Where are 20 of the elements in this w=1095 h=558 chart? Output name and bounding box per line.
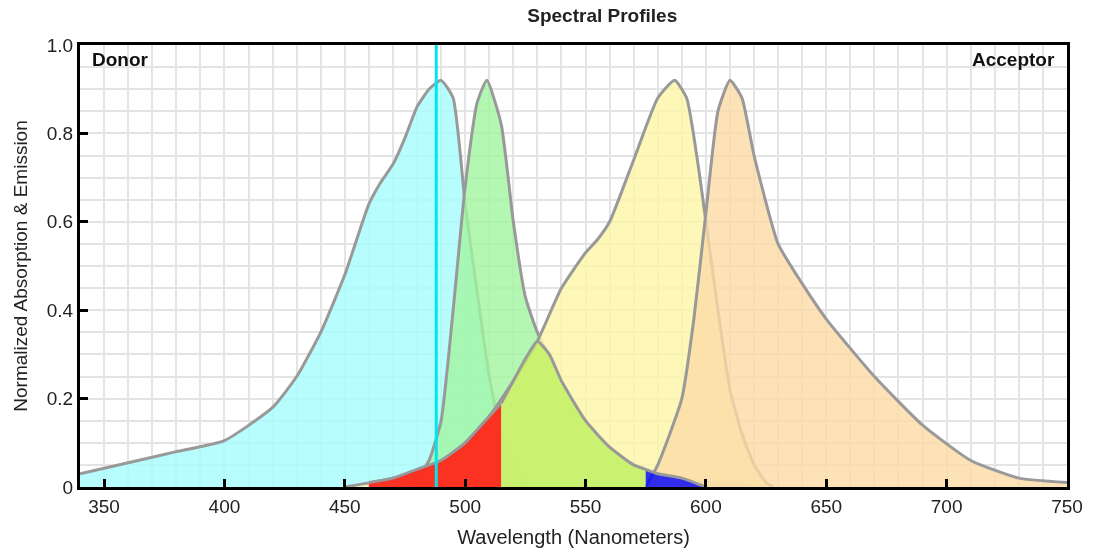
annotation: Donor — [92, 49, 149, 70]
x-tick-label: 650 — [810, 495, 843, 517]
annotation: Acceptor — [972, 49, 1055, 70]
x-axis-title: Wavelength (Nanometers) — [457, 526, 690, 549]
y-tick-label: 0.6 — [46, 211, 74, 233]
y-tick-label: 0.2 — [46, 388, 74, 410]
x-tick-label: 350 — [88, 495, 120, 517]
y-tick-label: 1.0 — [46, 34, 74, 56]
x-tick-label: 400 — [208, 495, 241, 517]
x-tick-label: 600 — [690, 495, 722, 517]
x-tick-label: 450 — [328, 495, 361, 517]
x-tick-label: 500 — [449, 495, 482, 517]
x-tick-label: 700 — [930, 495, 963, 517]
y-tick-label: 0.8 — [46, 123, 74, 145]
x-tick-label: 750 — [1051, 495, 1083, 517]
y-tick-label: 0.4 — [46, 299, 74, 321]
x-tick-label: 550 — [569, 495, 602, 517]
chart-title: Spectral Profiles — [527, 4, 678, 26]
y-axis-title: Normalized Absorption & Emission — [9, 120, 31, 412]
y-tick-label: 0 — [62, 476, 74, 498]
